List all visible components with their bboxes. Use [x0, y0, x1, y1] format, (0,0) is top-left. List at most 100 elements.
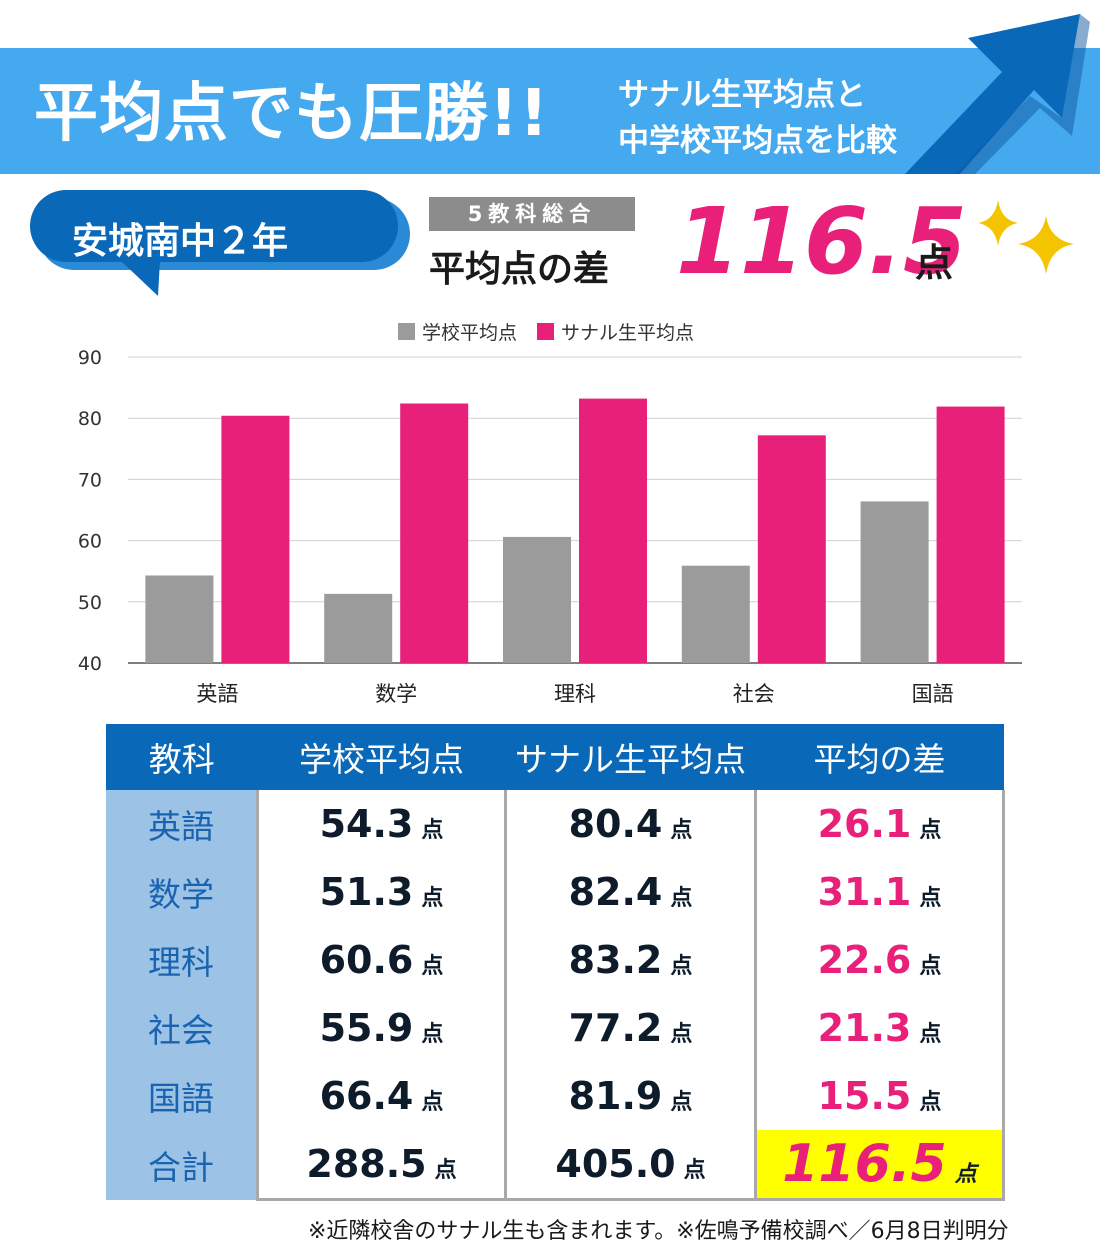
cell-sanaru-avg-value: 405.0 [555, 1142, 676, 1186]
cell-school-avg: 54.3 点 [256, 790, 506, 858]
cell-school-avg-value: 288.5 [306, 1142, 427, 1186]
subtitle-line-1: サナル生平均点と [618, 77, 866, 113]
cell-school-avg: 288.5 点 [256, 1130, 506, 1201]
cell-school-avg-value: 60.6 [319, 938, 414, 982]
cell-sanaru-avg-unit: 点 [670, 954, 693, 979]
cell-diff: 26.1 点 [754, 790, 1005, 858]
header-subject: 教科 [106, 724, 258, 790]
cell-diff: 21.3 点 [754, 994, 1005, 1062]
y-tick-label: 70 [78, 469, 102, 491]
subtitle-line-2: 中学校平均点を比較 [618, 123, 897, 159]
cell-subject: 社会 [106, 994, 258, 1062]
bar-sanaru [579, 398, 647, 663]
legend-swatch-school [398, 323, 415, 340]
y-tick-label: 80 [78, 408, 102, 430]
legend-label-sanaru: サナル生平均点 [561, 322, 695, 344]
header-diff: 平均の差 [755, 724, 1004, 790]
y-tick-label: 60 [78, 531, 102, 553]
cell-subject-value: 合計 [148, 1147, 214, 1187]
legend-swatch-sanaru [537, 323, 555, 340]
school-speech-bubble [30, 190, 410, 296]
table-row: 理科 60.6 点 83.2 点 22.6 点 [106, 926, 1005, 994]
cell-sanaru-avg-value: 80.4 [568, 802, 663, 846]
up-right-arrow-icon [905, 14, 1090, 174]
cell-subject-value: 理科 [148, 943, 214, 982]
table-row: 数学 51.3 点 82.4 点 31.1 点 [106, 858, 1005, 926]
page-title: 平均点でも圧勝!! [34, 77, 550, 151]
header-sanaru-avg: サナル生平均点 [505, 724, 756, 790]
table-row: 国語 66.4 点 81.9 点 15.5 点 [106, 1062, 1005, 1130]
footnote: ※近隣校舎のサナル生も含まれます。※佐鳴予備校調べ／6月8日判明分 [308, 1219, 1009, 1244]
cell-subject: 合計 [106, 1130, 258, 1200]
school-label: 安城南中２年 [72, 221, 289, 262]
table-header-row: 教科 学校平均点 サナル生平均点 平均の差 [106, 724, 1004, 790]
cell-sanaru-avg: 82.4 点 [504, 858, 756, 926]
cell-diff-unit: 点 [954, 1162, 977, 1187]
cell-diff: 22.6 点 [754, 926, 1005, 994]
chart-legend: 学校平均点 サナル生平均点 [398, 318, 706, 345]
x-tick-label: 理科 [554, 682, 596, 706]
cell-diff-value: 21.3 [817, 1006, 912, 1050]
cell-school-avg: 60.6 点 [256, 926, 506, 994]
legend-item-school: 学校平均点 [398, 318, 517, 345]
header-banner [0, 48, 1100, 174]
summary-total-unit: 点 [915, 241, 954, 285]
cell-subject-value: 社会 [148, 1011, 214, 1050]
cell-school-avg-unit: 点 [421, 1090, 444, 1115]
cell-school-avg: 66.4 点 [256, 1062, 506, 1130]
cell-sanaru-avg-unit: 点 [683, 1158, 706, 1183]
cell-school-avg-value: 51.3 [319, 870, 414, 914]
cell-school-avg-value: 66.4 [319, 1074, 414, 1118]
cell-subject-value: 国語 [148, 1079, 214, 1118]
x-tick-label: 数学 [375, 682, 417, 706]
cell-diff-unit: 点 [919, 954, 942, 979]
cell-diff-unit: 点 [919, 1022, 942, 1047]
x-tick-label: 英語 [196, 682, 238, 706]
bar-school [145, 575, 214, 663]
cell-subject-value: 英語 [148, 807, 214, 846]
bar-sanaru [400, 403, 469, 663]
cell-subject: 英語 [106, 790, 258, 858]
cell-diff-unit: 点 [919, 818, 942, 843]
table-total-row: 合計 288.5 点 405.0 点 116.5 点 [106, 1130, 1005, 1201]
header-school-avg: 学校平均点 [257, 724, 506, 790]
cell-school-avg-unit: 点 [434, 1158, 457, 1183]
bar-sanaru [221, 415, 290, 663]
cell-sanaru-avg-unit: 点 [670, 1022, 693, 1047]
cell-school-avg-value: 55.9 [319, 1006, 414, 1050]
cell-diff: 116.5 点 [754, 1130, 1005, 1201]
summary-label: 平均点の差 [429, 249, 610, 290]
cell-diff-unit: 点 [919, 886, 942, 911]
cell-sanaru-avg-value: 83.2 [568, 938, 663, 982]
cell-sanaru-avg-value: 81.9 [568, 1074, 663, 1118]
y-tick-label: 40 [78, 653, 102, 675]
cell-diff-value: 15.5 [817, 1074, 912, 1118]
cell-diff-value: 116.5 [782, 1134, 947, 1194]
score-table: 教科 学校平均点 サナル生平均点 平均の差 英語 54.3 点 80.4 点 26.1 点数… [106, 724, 1005, 1201]
x-tick-label: 国語 [912, 682, 954, 706]
x-tick-label: 社会 [733, 682, 775, 706]
cell-sanaru-avg-unit: 点 [670, 886, 693, 911]
bar-sanaru [757, 435, 826, 663]
cell-school-avg-value: 54.3 [319, 802, 414, 846]
cell-diff-value: 22.6 [817, 938, 912, 982]
cell-school-avg: 51.3 点 [256, 858, 506, 926]
cell-diff-value: 31.1 [817, 870, 912, 914]
table-row: 社会 55.9 点 77.2 点 21.3 点 [106, 994, 1005, 1062]
summary-total-value: 116.5 [676, 188, 968, 295]
cell-school-avg-unit: 点 [421, 1022, 444, 1047]
legend-item-sanaru: サナル生平均点 [537, 318, 694, 345]
bar-school [860, 501, 929, 663]
cell-school-avg: 55.9 点 [256, 994, 506, 1062]
cell-sanaru-avg-unit: 点 [670, 818, 693, 843]
bar-school [681, 565, 750, 663]
cell-sanaru-avg: 80.4 点 [504, 790, 756, 858]
cell-school-avg-unit: 点 [421, 886, 444, 911]
table-row: 英語 54.3 点 80.4 点 26.1 点 [106, 790, 1005, 858]
cell-sanaru-avg: 81.9 点 [504, 1062, 756, 1130]
cell-diff: 31.1 点 [754, 858, 1005, 926]
cell-subject: 国語 [106, 1062, 258, 1130]
cell-sanaru-avg-value: 82.4 [568, 870, 663, 914]
cell-diff-unit: 点 [919, 1090, 942, 1115]
cell-sanaru-avg: 405.0 点 [504, 1130, 756, 1201]
